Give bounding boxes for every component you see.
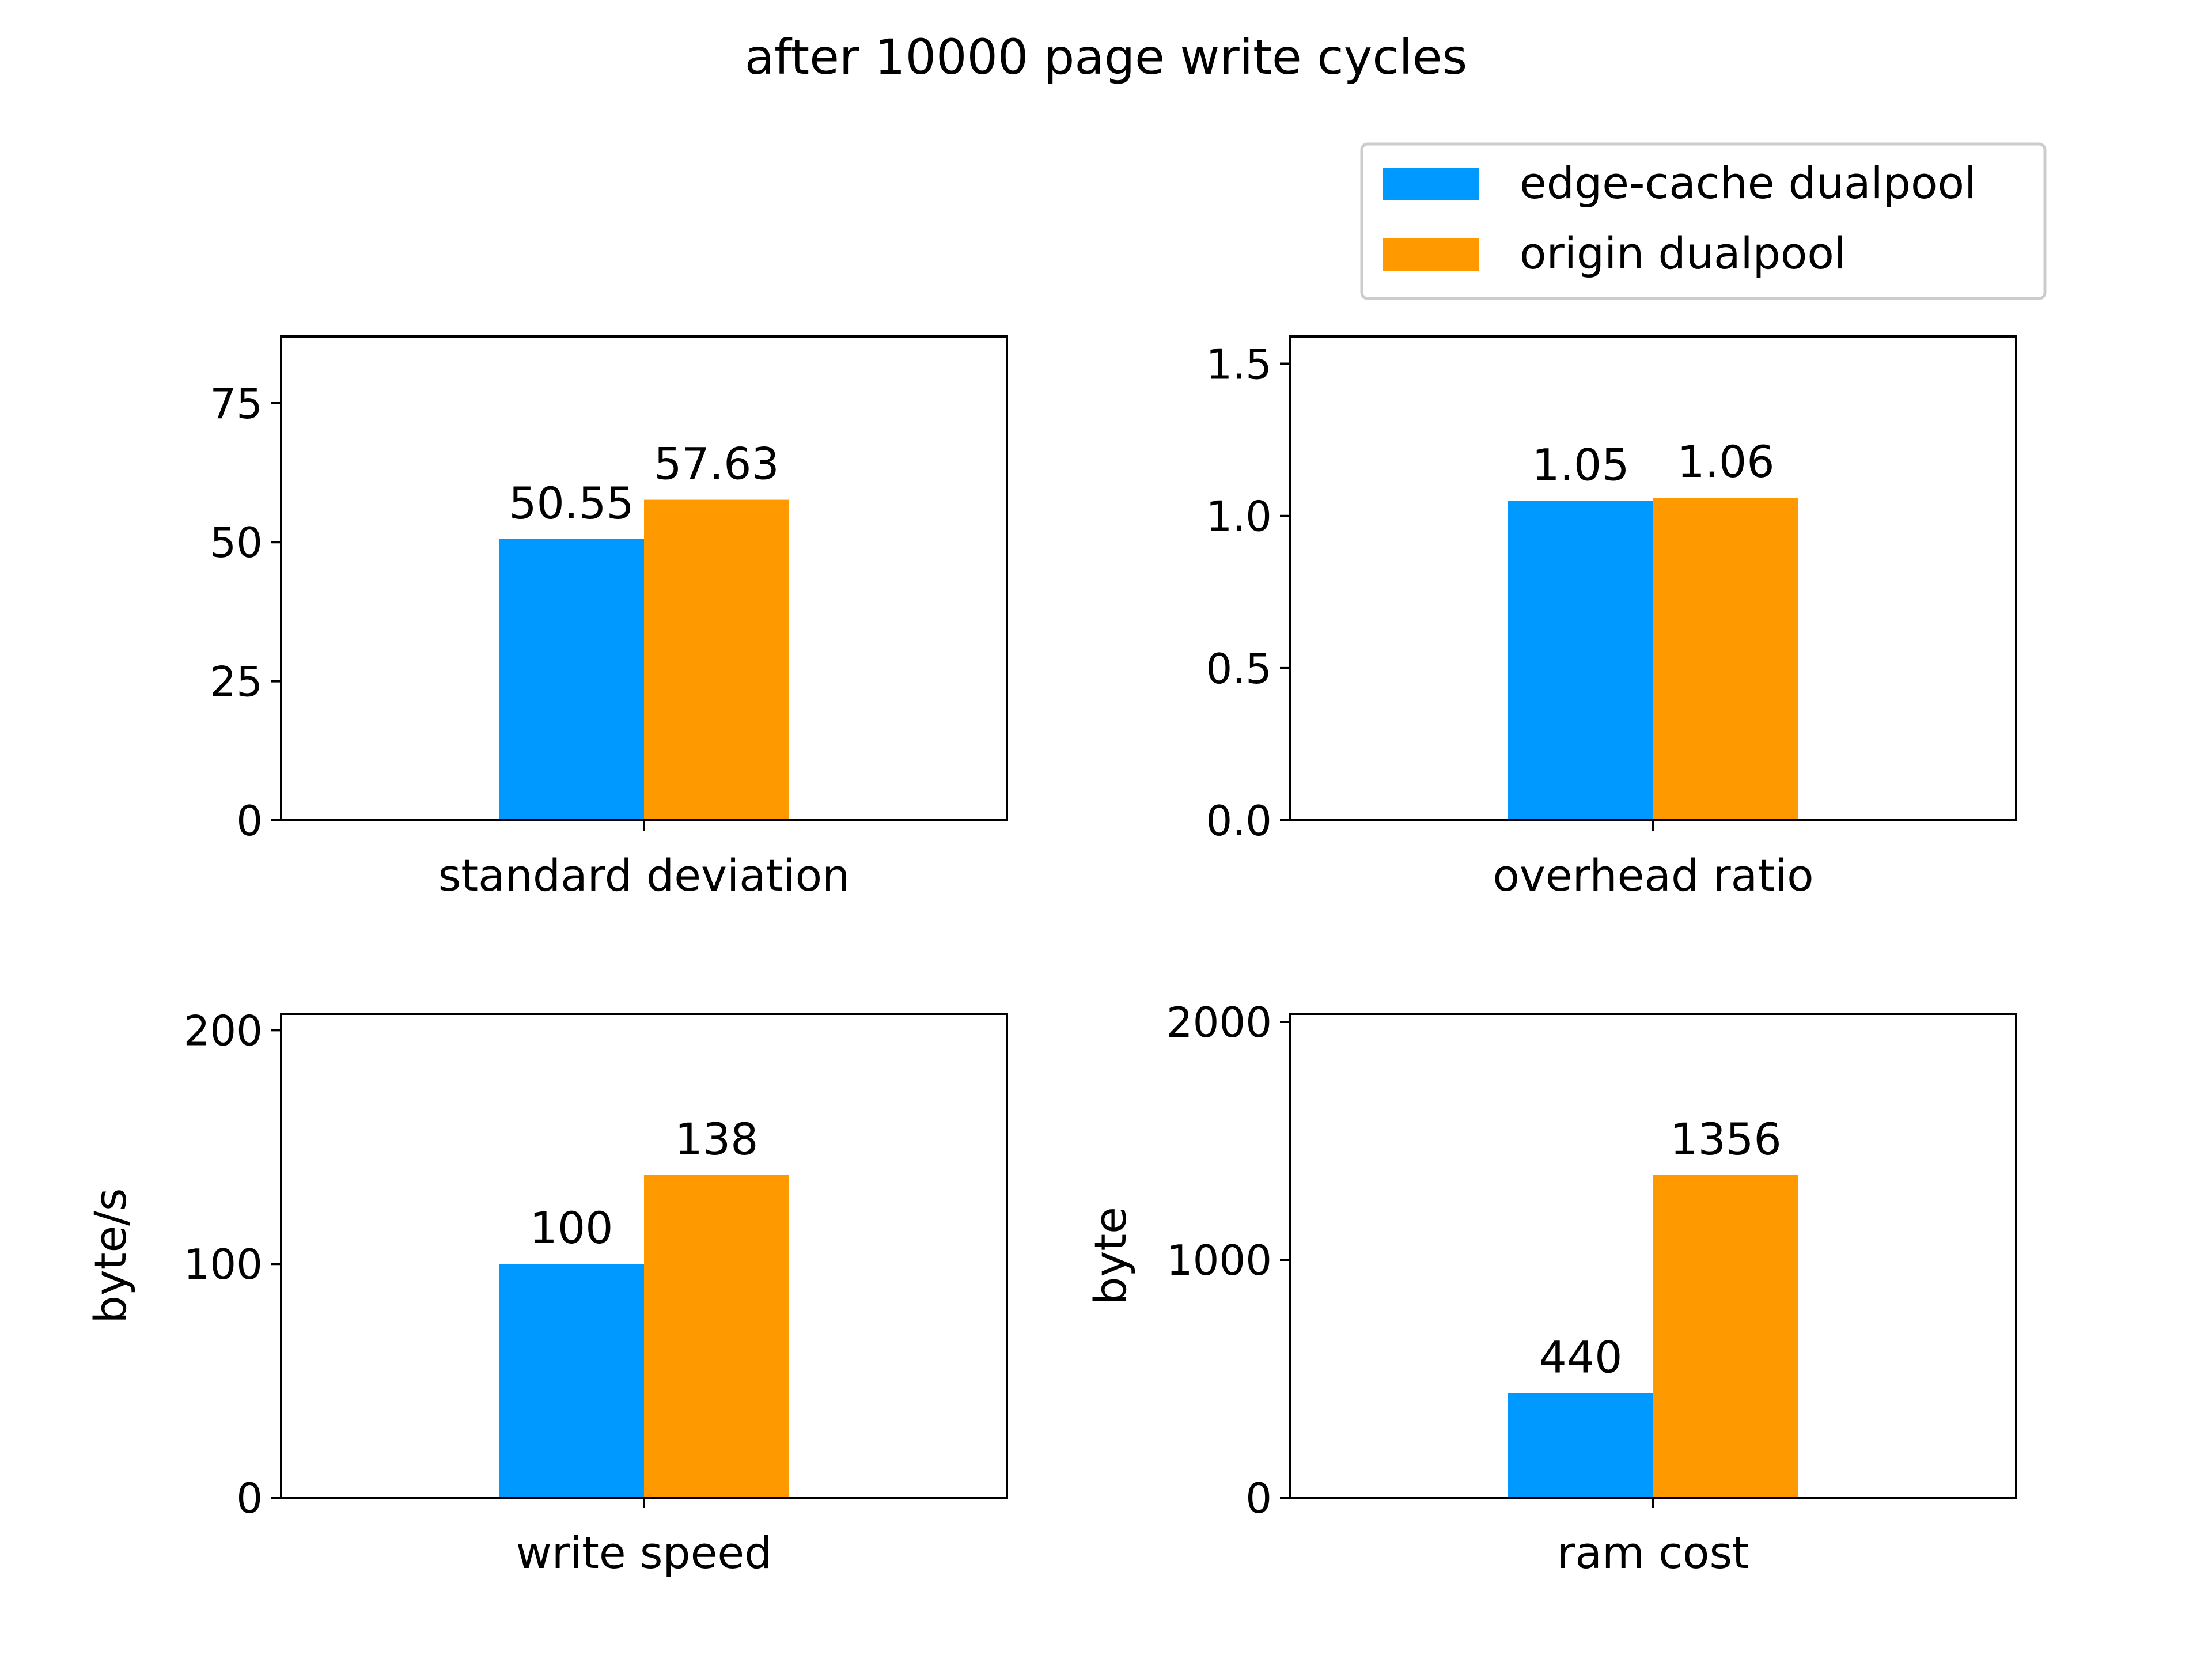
legend-swatch-origin [1382, 238, 1479, 271]
legend-swatch-edge-cache [1382, 168, 1479, 200]
y-tick-label: 75 [210, 380, 263, 428]
bar-value-label: 1.05 [1532, 439, 1629, 490]
legend-label-edge-cache: edge-cache dualpool [1520, 157, 1976, 209]
panel-ram-cost: 440 1356 0 1000 2000 ram cost byte [1085, 998, 2017, 1578]
bar-value-label: 50.55 [509, 478, 634, 529]
bar-origin-dualpool-ram-cost [1653, 1175, 1798, 1498]
x-category-label: ram cost [1557, 1527, 1749, 1578]
panel-standard-deviation: 50.55 57.63 0 25 50 75 standard deviation [210, 335, 1008, 901]
y-tick-label: 0 [1245, 1474, 1272, 1522]
legend: edge-cache dualpool origin dualpool [1360, 142, 2047, 300]
bar-origin-dualpool-overhead-ratio [1653, 498, 1798, 820]
y-tick-label: 0 [236, 1474, 263, 1522]
y-axis-label: byte [1085, 1207, 1136, 1305]
x-category-label: overhead ratio [1493, 850, 1813, 901]
x-category-label: standard deviation [438, 850, 850, 901]
y-tick-label: 0.0 [1206, 797, 1272, 845]
bar-origin-dualpool-write-speed [644, 1175, 789, 1498]
bar-edge-cache-dualpool-standard-deviation [499, 539, 644, 820]
legend-label-origin: origin dualpool [1520, 228, 1846, 279]
panel-overhead-ratio: 1.05 1.06 0.0 0.5 1.0 1.5 overhead ratio [1206, 335, 2017, 901]
bar-origin-dualpool-standard-deviation [644, 499, 789, 820]
y-tick-label: 25 [210, 658, 263, 706]
bar-edge-cache-dualpool-write-speed [499, 1264, 644, 1498]
y-axis-label: byte/s [85, 1188, 136, 1324]
bar-edge-cache-dualpool-ram-cost [1508, 1393, 1653, 1498]
panel-write-speed: 100 138 0 100 200 write speed byte/s [85, 1006, 1008, 1578]
bar-value-label: 1356 [1670, 1113, 1781, 1165]
x-category-label: write speed [516, 1527, 772, 1578]
bar-value-label: 57.63 [654, 438, 779, 490]
y-tick-label: 100 [184, 1240, 263, 1289]
y-tick-label: 2000 [1166, 998, 1272, 1047]
y-tick-label: 0.5 [1206, 645, 1272, 693]
y-tick-label: 1000 [1166, 1236, 1272, 1285]
y-tick-label: 1.0 [1206, 493, 1272, 541]
legend-frame [1360, 142, 2047, 300]
bar-value-label: 1.06 [1677, 436, 1774, 487]
y-tick-label: 0 [236, 797, 263, 845]
bar-value-label: 138 [675, 1113, 758, 1165]
y-tick-label: 1.5 [1206, 340, 1272, 389]
y-tick-label: 200 [184, 1006, 263, 1055]
bar-value-label: 100 [529, 1202, 613, 1253]
figure-title: after 10000 page write cycles [745, 29, 1468, 85]
bar-value-label: 440 [1539, 1331, 1622, 1382]
y-tick-label: 50 [210, 518, 263, 567]
bar-edge-cache-dualpool-overhead-ratio [1508, 501, 1653, 820]
